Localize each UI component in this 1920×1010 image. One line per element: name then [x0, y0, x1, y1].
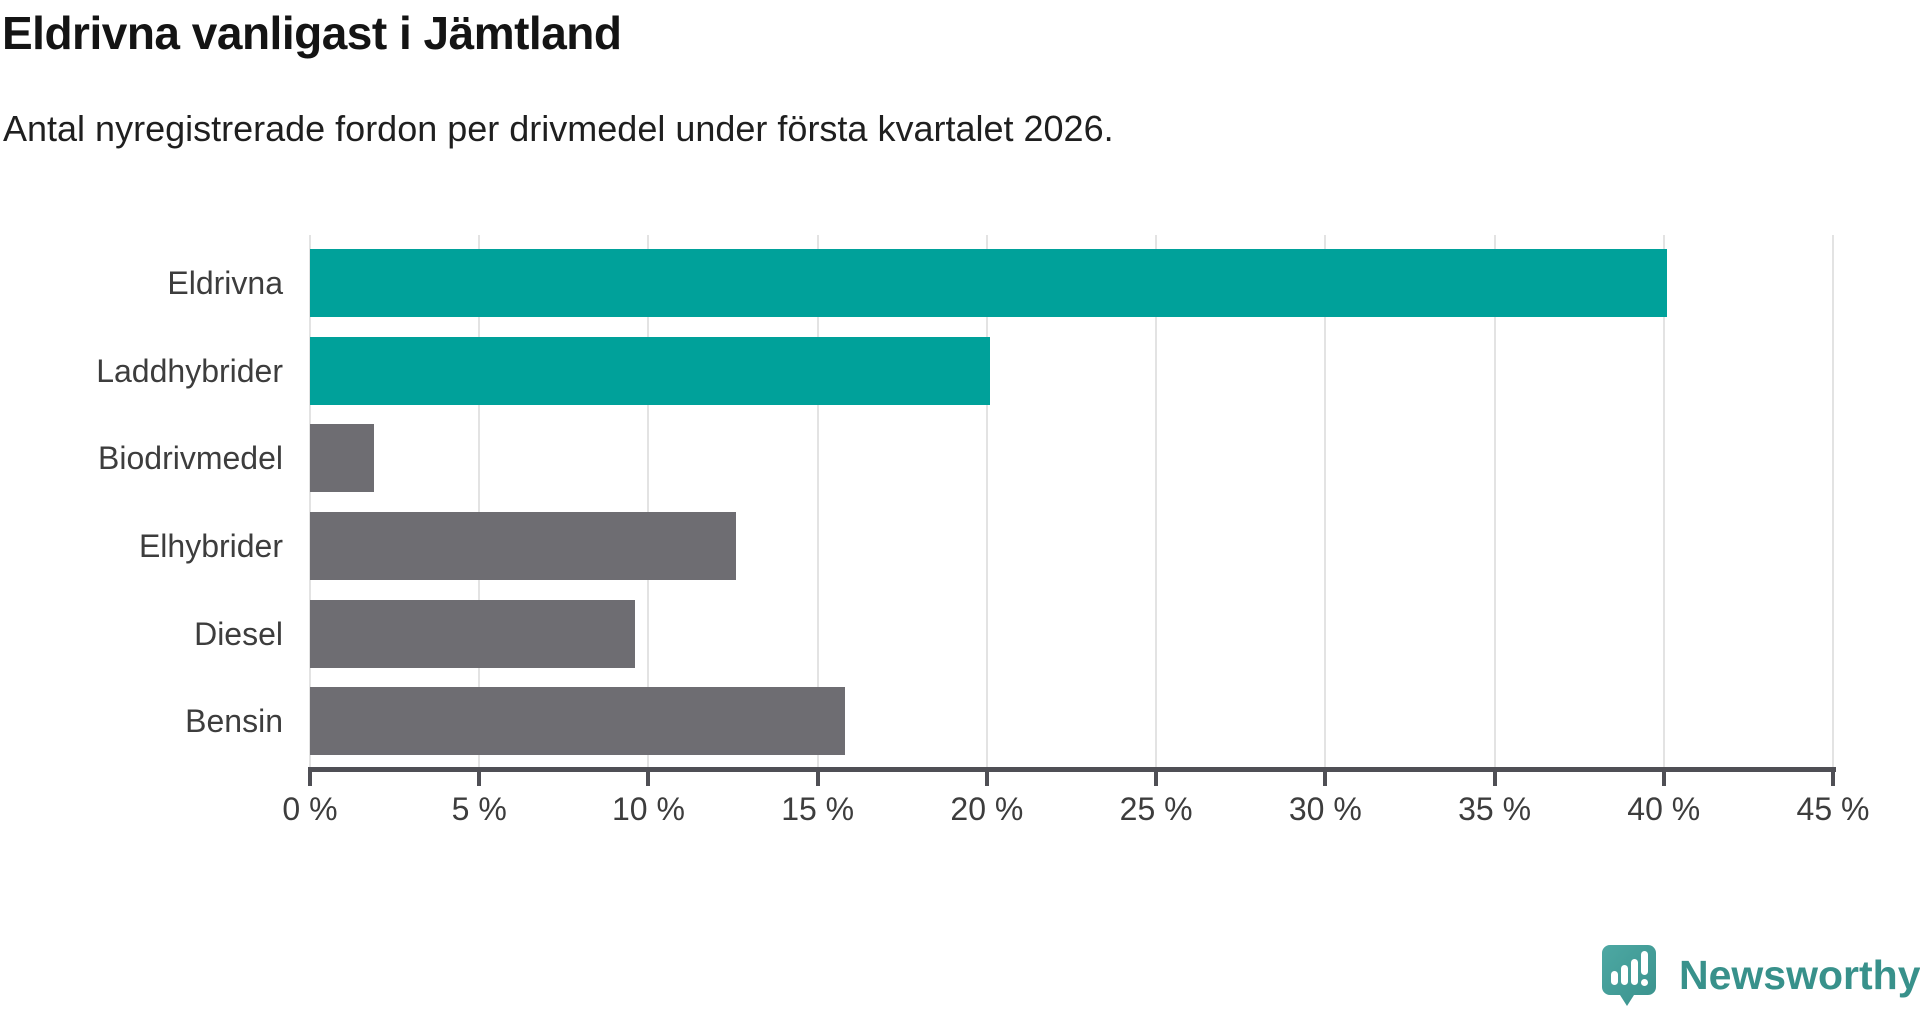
- x-tick-label-35: 35 %: [1458, 791, 1532, 827]
- gridline-45: [1832, 235, 1834, 767]
- plot-area: Eldrivna Laddhybrider Biodrivmedel Elhybrid…: [96, 235, 1869, 827]
- x-tick-label-40: 40 %: [1627, 791, 1701, 827]
- x-tick-15: [815, 767, 820, 786]
- x-tick-5: [477, 767, 482, 786]
- x-tick-label-0: 0 %: [282, 791, 338, 827]
- newsworthy-logo: Newsworthy: [1601, 944, 1920, 1007]
- x-tick-label-10: 10 %: [611, 791, 685, 827]
- gridline-5: [478, 235, 481, 767]
- gridline-35: [1493, 235, 1496, 767]
- x-tick-40: [1661, 767, 1666, 786]
- gridline-0: [309, 235, 311, 767]
- bar-eldrivna[interactable]: [310, 249, 1668, 317]
- x-tick-45: [1831, 767, 1835, 786]
- x-tick-label-45: 45 %: [1796, 791, 1870, 827]
- category-label-eldrivna: Eldrivna: [167, 265, 283, 301]
- x-tick-label-25: 25 %: [1119, 791, 1193, 827]
- bar-bensin[interactable]: [310, 687, 845, 756]
- x-tick-label-20: 20 %: [950, 791, 1024, 827]
- gridline-25: [1155, 235, 1158, 767]
- category-label-bensin: Bensin: [185, 703, 283, 740]
- newsworthy-speech-bubble-chart-icon: [1602, 945, 1656, 1006]
- bar-diesel[interactable]: [310, 599, 635, 668]
- x-tick-0: [308, 767, 312, 786]
- chart-subtitle: Antal nyregistrerade fordon per drivmede…: [3, 108, 1114, 149]
- gridline-30: [1324, 235, 1327, 767]
- x-tick-label-5: 5 %: [451, 791, 507, 827]
- gridline-20: [985, 235, 988, 767]
- newsworthy-wordmark: Newsworthy: [1679, 952, 1920, 998]
- category-label-laddhybrider: Laddhybrider: [96, 352, 283, 389]
- x-tick-10: [646, 767, 651, 786]
- category-label-elhybrider: Elhybrider: [138, 527, 283, 564]
- gridline-15: [816, 235, 819, 767]
- x-tick-35: [1492, 767, 1497, 786]
- category-label-biodrivmedel: Biodrivmedel: [98, 440, 283, 477]
- category-label-diesel: Diesel: [194, 615, 283, 652]
- gridline-40: [1662, 235, 1665, 767]
- x-tick-25: [1154, 767, 1159, 786]
- x-tick-30: [1323, 767, 1328, 786]
- gridline-10: [647, 235, 650, 767]
- x-tick-20: [984, 767, 989, 786]
- bar-elhybrider[interactable]: [310, 511, 737, 580]
- bar-biodrivmedel[interactable]: [310, 424, 375, 493]
- x-tick-label-15: 15 %: [781, 791, 855, 827]
- bar-laddhybrider[interactable]: [310, 336, 991, 405]
- chart-title: Eldrivna vanligast i Jämtland: [2, 7, 622, 59]
- x-axis-line: [310, 767, 1836, 772]
- x-tick-label-30: 30 %: [1288, 791, 1362, 827]
